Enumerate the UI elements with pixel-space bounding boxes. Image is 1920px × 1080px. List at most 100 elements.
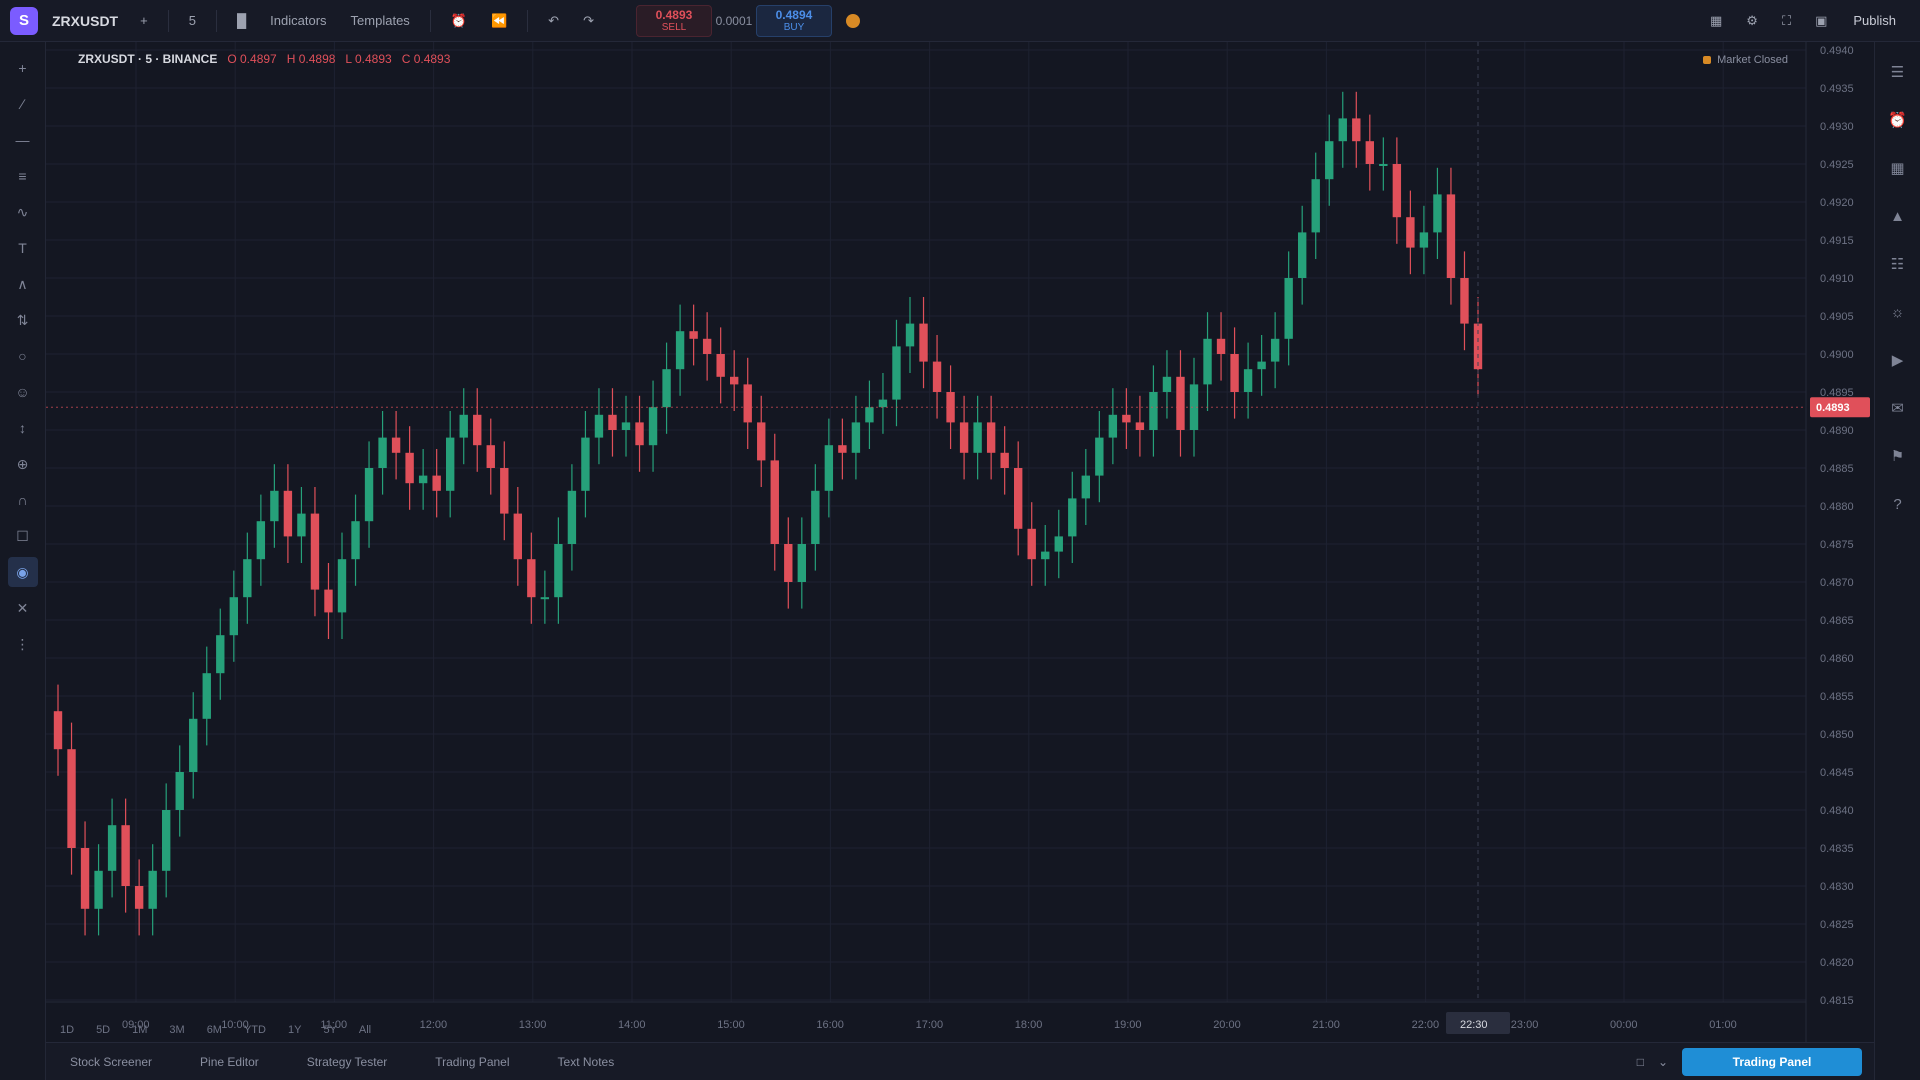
candle-body[interactable] [459,414,468,438]
candle-body[interactable] [270,490,279,522]
candle-body[interactable] [513,513,523,560]
candle-body[interactable] [1108,414,1118,438]
add-symbol-icon[interactable]: + [140,13,148,28]
candle-body[interactable] [418,475,428,484]
candle-body[interactable] [648,407,658,446]
fullscreen-icon[interactable]: ⛶ [1781,12,1792,28]
prediction-icon[interactable]: ⇅ [16,311,29,328]
candle-body[interactable] [581,437,590,491]
candle-body[interactable] [378,437,387,468]
candle-body[interactable] [1392,164,1402,218]
candle-body[interactable] [986,422,996,453]
chart-pane[interactable]: ZRXUSDT · 5 · BINANCE O 0.4897 H 0.4898 … [46,42,1874,1042]
candle-body[interactable] [932,361,942,392]
crosshair-icon[interactable]: + [18,60,27,76]
candle-body[interactable] [892,346,901,400]
candle-body[interactable] [1270,338,1280,362]
candle-body[interactable] [757,422,766,461]
candle-body[interactable] [1257,361,1266,370]
alert-icon[interactable]: ⏰ [450,12,467,28]
candle-body[interactable] [364,468,374,522]
candle-body[interactable] [94,870,103,909]
candle-body[interactable] [635,422,644,446]
candle-body[interactable] [297,513,306,537]
candle-body[interactable] [865,407,874,423]
trendline-icon[interactable]: ∕ [21,96,24,112]
layout-icon[interactable]: ▦ [1710,12,1723,28]
candle-body[interactable] [973,422,982,453]
candle-body[interactable] [1189,384,1199,430]
candle-body[interactable] [107,825,117,871]
alerts-icon[interactable]: ⏰ [1888,112,1907,129]
publish-button[interactable]: Publish [1853,13,1896,28]
chat-icon[interactable]: ✉ [1891,400,1904,417]
candle-body[interactable] [743,384,752,423]
shape-icon[interactable]: ○ [18,348,27,364]
buy-button[interactable]: 0.4894 BUY [755,4,832,37]
candle-body[interactable] [811,490,820,544]
candle-body[interactable] [486,445,495,468]
candle-body[interactable] [621,422,631,430]
candle-body[interactable] [1095,437,1104,476]
candle-body[interactable] [702,338,712,354]
candle-body[interactable] [959,422,969,453]
candle-body[interactable] [838,445,847,453]
magnet-icon[interactable]: ∩ [17,492,28,508]
indicators-button[interactable]: Indicators [270,13,327,28]
tab-trading-panel[interactable]: Trading Panel [435,1054,510,1069]
candle-body[interactable] [405,452,414,484]
range-button[interactable]: 5Y [323,1024,337,1036]
candlestick-chart[interactable]: 0.4940 0.4935 0.4930 0.4925 0.4920 0.4915 0.49… [46,42,1874,1042]
data-window-icon[interactable]: ▦ [1890,160,1905,177]
range-button[interactable]: 1D [60,1024,75,1036]
tab-pine-editor[interactable]: Pine Editor [200,1054,259,1069]
candle-body[interactable] [1352,118,1361,142]
candle-body[interactable] [1284,278,1293,339]
candle-body[interactable] [689,331,698,339]
candle-body[interactable] [905,323,915,347]
candle-body[interactable] [1419,232,1429,248]
candle-body[interactable] [53,711,63,750]
status-dot-icon[interactable] [845,13,860,28]
candle-body[interactable] [500,468,509,514]
candle-body[interactable] [675,331,685,370]
watchlist-icon[interactable]: ☰ [1890,64,1905,81]
hotlist-icon[interactable]: ▲ [1890,207,1905,225]
tab-strategy-tester[interactable]: Strategy Tester [306,1054,388,1069]
tab-text-notes[interactable]: Text Notes [557,1054,615,1069]
candle-body[interactable] [1446,194,1456,278]
candle-body[interactable] [1203,338,1212,385]
templates-button[interactable]: Templates [350,13,410,28]
candle-body[interactable] [216,635,225,674]
candle-body[interactable] [432,475,441,491]
replay-icon[interactable]: ⏪ [490,12,508,28]
candle-body[interactable] [1297,232,1307,278]
candle-body[interactable] [554,544,563,598]
range-button[interactable]: 1M [132,1024,148,1036]
candle-body[interactable] [189,718,198,772]
candle-body[interactable] [1338,118,1347,142]
candle-body[interactable] [1325,141,1334,180]
settings-gear-icon[interactable]: ⚙ [1746,12,1758,28]
pattern-icon[interactable]: ∧ [17,275,28,292]
candle-body[interactable] [243,559,252,598]
candle-body[interactable] [567,490,577,544]
candle-body[interactable] [445,437,455,491]
redo-icon[interactable]: ↷ [583,12,594,28]
text-tool-icon[interactable]: T [18,240,27,256]
trading-panel-button[interactable]: Trading Panel [1682,1047,1862,1076]
candle-body[interactable] [594,414,604,438]
tab-stock-screener[interactable]: Stock Screener [70,1054,153,1069]
icon-tool-icon[interactable]: ☺ [15,384,30,400]
candle-body[interactable] [1216,338,1226,354]
candle-body[interactable] [351,521,360,560]
legend-symbol[interactable]: ZRXUSDT · 5 · BINANCE [78,52,218,66]
candle-body[interactable] [1243,369,1253,392]
candle-body[interactable] [608,414,617,430]
candle-body[interactable] [161,810,171,871]
camera-icon[interactable]: ▣ [1815,12,1828,28]
candle-body[interactable] [1122,414,1131,423]
sell-button[interactable]: 0.4893 SELL [635,4,712,37]
candle-body[interactable] [324,589,333,613]
horizontal-line-icon[interactable]: — [15,132,30,148]
